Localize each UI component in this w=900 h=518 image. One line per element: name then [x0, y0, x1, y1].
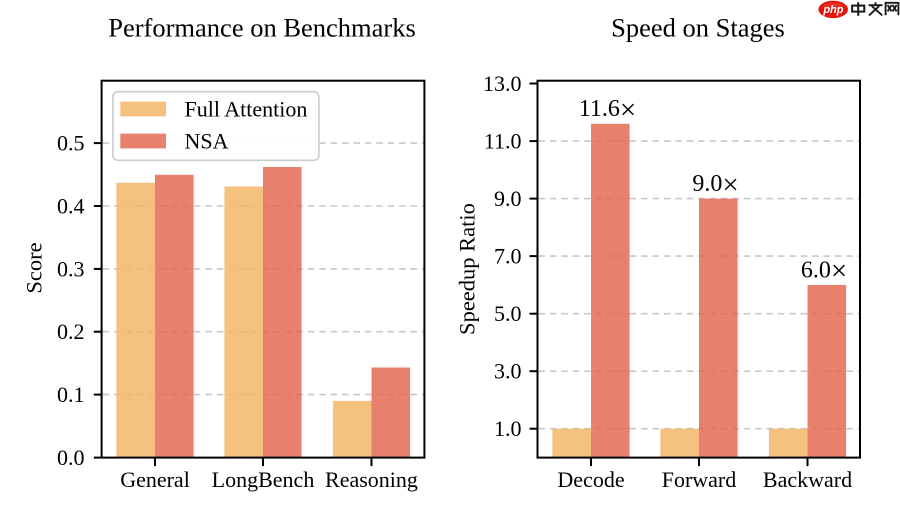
svg-text:General: General	[120, 467, 190, 492]
svg-text:Full Attention: Full Attention	[185, 96, 308, 121]
svg-text:5.0: 5.0	[494, 301, 522, 326]
svg-text:0.0: 0.0	[57, 445, 85, 470]
svg-text:Speedup Ratio: Speedup Ratio	[455, 203, 480, 335]
svg-text:0.3: 0.3	[57, 256, 85, 281]
svg-text:Speed on Stages: Speed on Stages	[611, 13, 785, 43]
svg-text:11.6×: 11.6×	[579, 94, 636, 126]
svg-text:Backward: Backward	[763, 467, 852, 492]
svg-text:Decode: Decode	[557, 467, 624, 492]
svg-text:11.0: 11.0	[484, 129, 522, 154]
svg-text:9.0×: 9.0×	[692, 169, 738, 201]
svg-text:LongBench: LongBench	[212, 467, 315, 492]
svg-text:13.0: 13.0	[483, 71, 522, 96]
svg-text:7.0: 7.0	[494, 244, 522, 269]
svg-text:Reasoning: Reasoning	[325, 467, 418, 492]
svg-text:0.4: 0.4	[57, 194, 85, 219]
svg-text:Forward: Forward	[662, 467, 737, 492]
svg-text:php: php	[822, 4, 843, 16]
svg-text:Score: Score	[22, 242, 47, 293]
svg-text:9.0: 9.0	[494, 186, 522, 211]
svg-text:1.0: 1.0	[494, 416, 522, 441]
svg-text:NSA: NSA	[185, 128, 229, 153]
svg-text:6.0×: 6.0×	[801, 255, 847, 287]
svg-text:0.5: 0.5	[57, 131, 85, 156]
svg-text:0.2: 0.2	[57, 319, 85, 344]
svg-text:Performance on Benchmarks: Performance on Benchmarks	[108, 13, 416, 43]
svg-text:0.1: 0.1	[57, 382, 85, 407]
svg-text:3.0: 3.0	[494, 359, 522, 384]
